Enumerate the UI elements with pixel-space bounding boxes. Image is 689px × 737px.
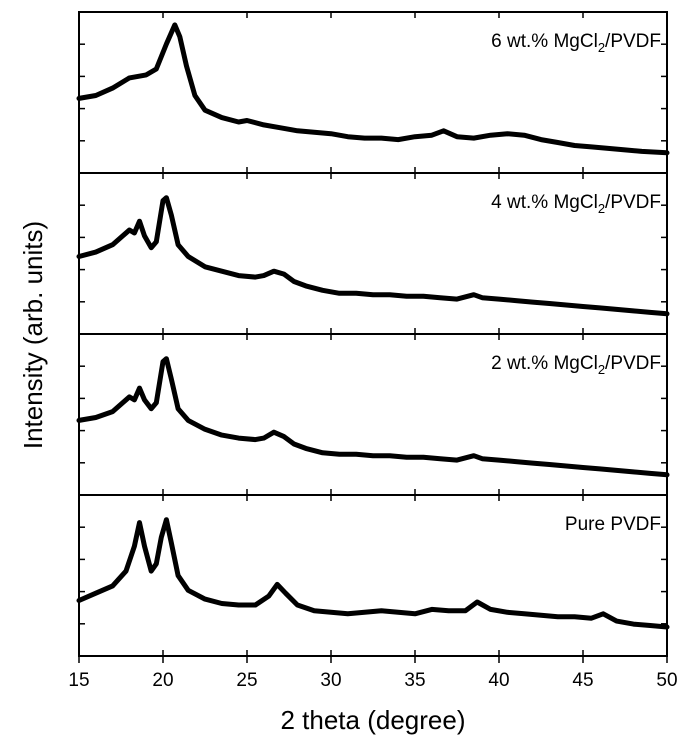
x-tick-label: 30 (320, 670, 341, 691)
series-label-4: Pure PVDF (565, 514, 661, 535)
panel-1: 6 wt.% MgCl2/PVDF (76, 11, 670, 174)
x-tick-label: 20 (152, 670, 173, 691)
x-tick-label: 45 (572, 670, 593, 691)
x-axis-ticks: 15 20 25 30 35 40 45 50 (68, 656, 678, 691)
series-line-3 (76, 356, 670, 478)
panel-frame (78, 494, 668, 657)
x-tick-label: 40 (488, 670, 509, 691)
panel-3: 2 wt.% MgCl2/PVDF (76, 333, 670, 496)
panels-group: 6 wt.% MgCl2/PVDF 4 wt.% MgCl2/PVDF 2 wt.%… (76, 11, 670, 657)
series-line-1 (76, 22, 670, 156)
series-label-3: 2 wt.% MgCl2/PVDF (491, 353, 661, 377)
x-tick-label: 35 (404, 670, 425, 691)
x-tick-label: 15 (68, 670, 89, 691)
series-label-2: 4 wt.% MgCl2/PVDF (491, 192, 661, 216)
x-axis-title: 2 theta (degree) (280, 705, 465, 735)
series-line-4 (76, 517, 670, 630)
y-axis-title: Intensity (arb. units) (18, 221, 48, 449)
x-tick-label: 25 (236, 670, 257, 691)
panel-4: Pure PVDF (76, 494, 670, 657)
series-label-1: 6 wt.% MgCl2/PVDF (491, 31, 661, 55)
series-line-2 (76, 195, 670, 317)
panel-2: 4 wt.% MgCl2/PVDF (76, 172, 670, 335)
x-tick-label: 50 (656, 670, 677, 691)
